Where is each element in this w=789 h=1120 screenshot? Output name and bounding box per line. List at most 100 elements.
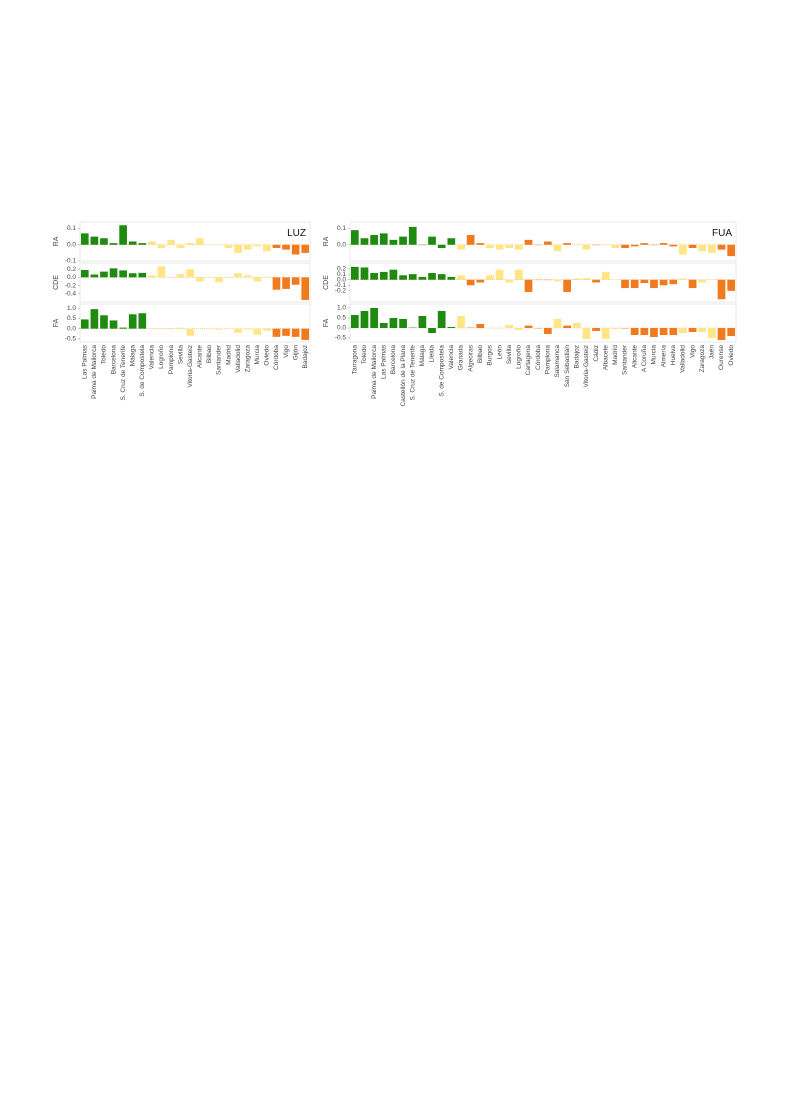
x-tick-label: Las Palmas [380, 344, 387, 379]
bar [515, 270, 523, 280]
y-axis-label: FA [323, 318, 330, 327]
bar [91, 309, 99, 329]
bar [370, 273, 378, 280]
x-tick-label: Málaga [129, 345, 136, 367]
bar [301, 329, 309, 340]
bar [292, 245, 300, 255]
bar [718, 245, 726, 250]
x-tick-label: Santander [216, 344, 223, 375]
x-tick-label: Sevilla [506, 345, 513, 365]
chart-title: LUZ [287, 228, 306, 239]
bar [253, 277, 261, 281]
bar [399, 275, 407, 279]
bar [563, 243, 571, 245]
bar [351, 230, 359, 245]
bar [505, 245, 513, 248]
bar [390, 318, 398, 328]
bar [428, 273, 436, 280]
bar [361, 311, 369, 328]
bar [457, 245, 465, 250]
x-tick-label: Barcelona [390, 345, 397, 375]
bar [698, 328, 706, 332]
y-tick-label: 0.0 [337, 241, 346, 248]
bar [138, 273, 146, 278]
y-tick-label: -0.1 [65, 258, 77, 265]
x-tick-label: Salamanca [554, 345, 561, 378]
bar [186, 243, 194, 245]
bar [679, 279, 687, 280]
bar [447, 277, 455, 280]
bar [186, 269, 194, 277]
x-tick-label: Valladolid [235, 345, 242, 373]
bar [554, 319, 562, 328]
bar [119, 225, 127, 245]
bar [244, 245, 252, 250]
bar [689, 328, 697, 332]
bar [167, 240, 175, 245]
x-tick-label: León [496, 345, 503, 360]
x-tick-label: S. de Compostela [438, 345, 445, 397]
bar [554, 245, 562, 252]
bar [438, 311, 446, 328]
bar [110, 268, 118, 277]
bar [467, 235, 475, 245]
bar [234, 273, 242, 277]
x-tick-label: Zaragoza [699, 345, 706, 373]
x-tick-label: Murcia [651, 345, 658, 365]
bar [390, 270, 398, 280]
bar [602, 328, 610, 339]
bar [563, 280, 571, 292]
x-tick-label: Madrid [225, 345, 232, 365]
bar [689, 245, 697, 248]
y-tick-label: -0.5 [335, 335, 347, 342]
x-tick-label: Lleida [429, 345, 436, 363]
x-tick-label: S. de Compostela [139, 345, 146, 397]
x-tick-label: S. Cruz de Tenerife [409, 345, 416, 401]
bar [234, 329, 242, 333]
bar [196, 238, 204, 245]
bar [167, 328, 175, 329]
bar [592, 280, 600, 283]
bar [515, 245, 523, 250]
x-tick-label: Oviedo [728, 345, 735, 366]
bar [263, 245, 271, 252]
y-tick-label: 0.0 [337, 325, 346, 332]
x-tick-label: Vigo [283, 345, 290, 358]
x-tick-label: Badajoz [302, 345, 309, 369]
bar [583, 278, 591, 280]
bar [292, 329, 300, 337]
y-tick-label: 0.5 [337, 315, 346, 322]
x-tick-label: Cartagena [525, 345, 532, 376]
x-tick-label: Alicante [197, 345, 204, 369]
bar [91, 274, 99, 277]
bar [292, 277, 300, 284]
x-tick-label: Valencia [448, 345, 455, 370]
bar [640, 280, 648, 283]
bar [225, 329, 233, 330]
bar [380, 323, 388, 328]
bar [273, 329, 281, 337]
bar [81, 319, 89, 328]
bar [505, 325, 513, 328]
bar [708, 245, 716, 253]
bar [177, 328, 185, 329]
y-tick-label: 0.0 [67, 241, 76, 248]
bar [525, 326, 533, 328]
bar [234, 245, 242, 253]
y-axis-label: CDE [53, 275, 60, 290]
x-tick-label: Logroño [516, 345, 523, 369]
bar [361, 238, 369, 245]
y-tick-label: -0.2 [335, 288, 347, 295]
bar [486, 245, 494, 248]
y-tick-label: 0.2 [67, 266, 76, 273]
bar [660, 280, 668, 286]
x-tick-label: Barcelona [110, 345, 117, 375]
bar [496, 270, 504, 280]
bar [718, 280, 726, 300]
bar [215, 277, 223, 282]
x-tick-label: Madrid [612, 345, 619, 365]
bar [486, 275, 494, 279]
y-tick-label: -0.4 [65, 291, 77, 298]
bar [554, 280, 562, 282]
bar [669, 280, 677, 284]
